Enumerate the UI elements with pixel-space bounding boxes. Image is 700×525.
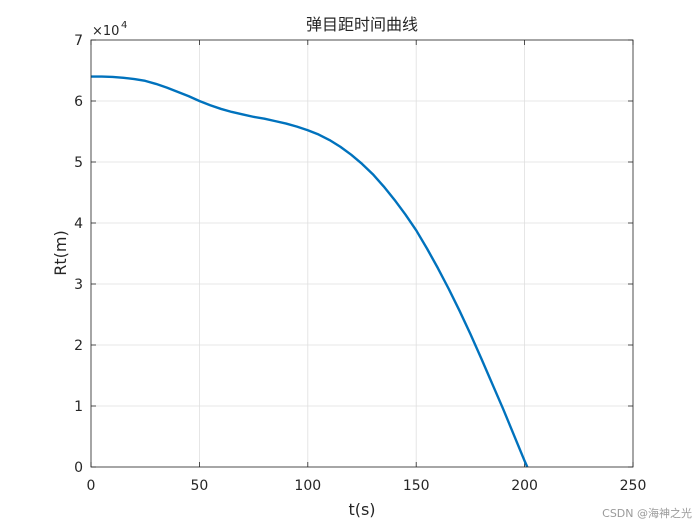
- y-tick-label: 0: [74, 460, 83, 476]
- x-axis-label: t(s): [348, 500, 375, 519]
- y-exponent-base: ×10: [92, 24, 119, 39]
- y-tick-label: 7: [74, 33, 83, 49]
- x-tick-label: 0: [87, 478, 96, 494]
- y-tick-label: 4: [74, 216, 83, 232]
- series: [91, 75, 529, 468]
- chart-title: 弹目距时间曲线: [306, 15, 418, 34]
- y-tick-label: 3: [74, 277, 83, 293]
- y-exponent-power: 4: [121, 20, 127, 31]
- x-tick-label: 50: [190, 478, 208, 494]
- y-tick-label: 6: [74, 94, 83, 110]
- x-tick-label: 200: [511, 478, 538, 494]
- y-tick-label: 5: [74, 155, 83, 171]
- plot-area: [91, 40, 633, 467]
- x-tick-label: 150: [403, 478, 430, 494]
- series-line: [91, 75, 529, 468]
- y-tick-label: 1: [74, 399, 83, 415]
- y-tick-labels: 0 1 2 3 4 5 6 7: [74, 33, 83, 476]
- x-tick-label: 100: [294, 478, 321, 494]
- plot-frame: [90, 39, 634, 468]
- y-axis-label: Rt(m): [51, 230, 70, 275]
- x-tick-label: 250: [620, 478, 647, 494]
- y-tick-label: 2: [74, 338, 83, 354]
- x-tick-labels: 0 50 100 150 200 250: [87, 478, 647, 494]
- watermark: CSDN @海神之光: [602, 507, 692, 520]
